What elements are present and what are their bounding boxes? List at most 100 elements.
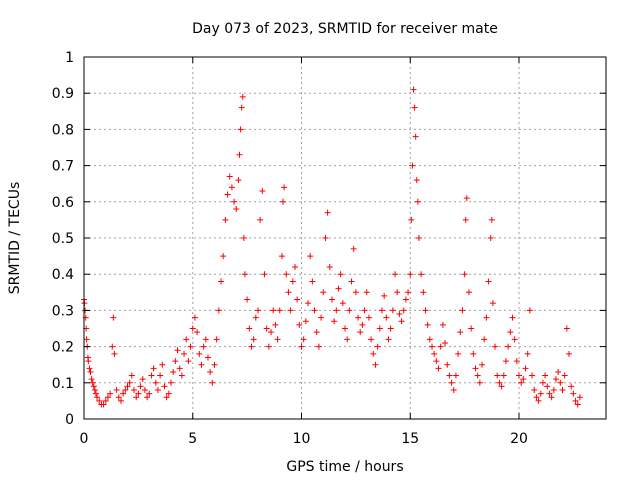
data-point bbox=[235, 177, 242, 184]
data-point bbox=[555, 368, 562, 375]
data-point bbox=[378, 307, 385, 314]
x-tick-label: 5 bbox=[188, 431, 197, 447]
data-point bbox=[414, 198, 421, 205]
data-point bbox=[387, 325, 394, 332]
data-point bbox=[385, 336, 392, 343]
data-point bbox=[357, 329, 364, 336]
data-point bbox=[472, 365, 479, 372]
data-point bbox=[309, 278, 316, 285]
data-point bbox=[461, 271, 468, 278]
data-point bbox=[444, 361, 451, 368]
data-point bbox=[335, 285, 342, 292]
data-point bbox=[240, 235, 247, 241]
data-point bbox=[86, 365, 93, 372]
data-point bbox=[470, 350, 477, 357]
y-tick-label: 0 bbox=[65, 412, 74, 428]
data-point bbox=[389, 307, 396, 314]
data-point bbox=[280, 198, 287, 205]
x-axis-label: GPS time / hours bbox=[286, 459, 403, 475]
data-point bbox=[157, 372, 164, 379]
data-point bbox=[462, 216, 469, 223]
data-point bbox=[202, 336, 209, 343]
data-point bbox=[339, 300, 346, 307]
data-point bbox=[311, 307, 318, 314]
data-point bbox=[563, 325, 570, 332]
data-point bbox=[457, 329, 464, 336]
data-point bbox=[574, 401, 581, 408]
data-point bbox=[107, 390, 114, 397]
data-point bbox=[539, 379, 546, 386]
data-point bbox=[83, 336, 90, 343]
data-point bbox=[398, 318, 405, 325]
data-point bbox=[174, 347, 181, 354]
data-point bbox=[365, 314, 372, 321]
data-point bbox=[255, 307, 261, 314]
y-tick-label: 0.9 bbox=[52, 86, 74, 102]
data-point bbox=[152, 379, 159, 386]
data-point bbox=[100, 401, 107, 408]
data-point bbox=[518, 379, 525, 386]
data-point bbox=[189, 325, 196, 332]
data-point bbox=[88, 376, 95, 383]
data-point bbox=[509, 314, 516, 321]
data-point bbox=[148, 372, 155, 379]
data-point bbox=[446, 372, 453, 379]
data-point bbox=[270, 307, 277, 314]
data-point bbox=[448, 379, 455, 386]
data-point bbox=[209, 379, 216, 386]
data-point bbox=[102, 397, 109, 404]
data-point bbox=[150, 365, 157, 372]
data-point bbox=[533, 394, 540, 401]
data-point bbox=[94, 394, 101, 401]
data-point bbox=[463, 195, 470, 202]
data-point bbox=[111, 350, 118, 357]
data-point bbox=[488, 216, 495, 223]
data-point bbox=[244, 296, 251, 303]
data-point bbox=[322, 235, 329, 241]
data-point bbox=[161, 383, 168, 390]
data-point bbox=[505, 343, 512, 350]
data-point bbox=[359, 321, 366, 328]
data-point bbox=[248, 343, 255, 350]
data-point bbox=[418, 271, 425, 278]
data-point bbox=[331, 318, 338, 325]
x-tick-label: 0 bbox=[80, 431, 89, 447]
data-point bbox=[181, 350, 188, 357]
data-point bbox=[429, 343, 435, 350]
data-point bbox=[531, 387, 538, 394]
data-point bbox=[298, 343, 305, 350]
data-point bbox=[535, 397, 542, 404]
data-point bbox=[291, 263, 298, 270]
data-point bbox=[372, 361, 379, 368]
data-point bbox=[566, 350, 573, 357]
data-point bbox=[191, 314, 198, 321]
data-point bbox=[89, 379, 96, 386]
data-point bbox=[513, 358, 520, 365]
data-point bbox=[494, 372, 501, 379]
data-point bbox=[144, 394, 151, 401]
data-point bbox=[402, 296, 409, 303]
data-point bbox=[224, 191, 231, 198]
data-point bbox=[246, 325, 253, 332]
y-tick-label: 0.5 bbox=[52, 231, 74, 247]
data-point bbox=[324, 209, 331, 216]
data-point bbox=[283, 271, 290, 278]
data-point bbox=[133, 394, 140, 401]
data-point bbox=[263, 325, 270, 332]
y-tick-label: 0.8 bbox=[52, 122, 74, 138]
data-point bbox=[139, 376, 146, 383]
data-point bbox=[524, 350, 531, 357]
data-point bbox=[476, 379, 483, 386]
data-point bbox=[520, 376, 527, 383]
data-point bbox=[412, 133, 419, 140]
data-point bbox=[442, 339, 449, 346]
data-point bbox=[231, 198, 238, 205]
data-point bbox=[318, 314, 325, 321]
data-point bbox=[548, 394, 555, 401]
data-point bbox=[437, 343, 444, 350]
data-point bbox=[87, 368, 94, 375]
data-point bbox=[433, 358, 440, 365]
data-point bbox=[516, 372, 522, 379]
data-point bbox=[194, 329, 201, 336]
data-point bbox=[452, 372, 459, 379]
